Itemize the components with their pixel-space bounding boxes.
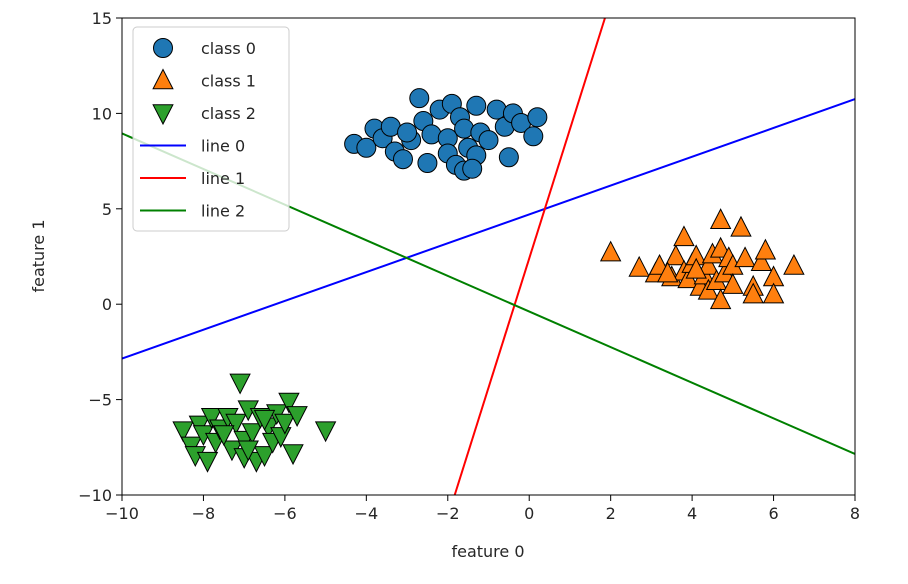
class-1-point — [754, 238, 777, 260]
class-1-point — [673, 225, 695, 247]
y-tick-label: 0 — [102, 295, 112, 314]
x-tick-label: −6 — [273, 504, 297, 523]
class-1-point — [730, 215, 752, 237]
y-axis-title: feature 1 — [29, 219, 48, 292]
legend-line-2-label: line 2 — [201, 202, 245, 221]
class-1-point — [697, 253, 720, 275]
class-1-point — [665, 244, 687, 266]
class-2-point — [200, 408, 223, 429]
class-0-point — [417, 153, 438, 174]
class-2-point — [314, 421, 337, 443]
class-2-point — [286, 406, 308, 427]
class-0-point — [392, 149, 413, 170]
class-1-point — [783, 253, 805, 275]
class-0-point — [527, 107, 548, 128]
x-tick-label: 4 — [687, 504, 697, 523]
class-2-point — [196, 451, 219, 473]
x-tick-label: −8 — [192, 504, 216, 523]
class-2-point — [253, 409, 276, 431]
class-1-point — [750, 250, 773, 271]
x-axis-title: feature 0 — [451, 542, 524, 561]
class-1-point — [709, 288, 732, 310]
legend-box — [132, 26, 290, 232]
class-1-point — [685, 257, 707, 279]
class-1-point — [709, 236, 732, 258]
class-0-point — [409, 88, 430, 109]
class-1-point — [722, 273, 744, 294]
plot-frame — [121, 17, 856, 496]
class-0-point — [462, 158, 483, 179]
class-0-point — [498, 147, 519, 168]
legend-class-0-marker — [153, 38, 173, 58]
class-0-point — [478, 130, 499, 151]
class-2-point — [282, 444, 304, 466]
x-tick-label: 8 — [850, 504, 860, 523]
y-tick-label: 15 — [92, 9, 112, 28]
legend-class-0-label: class 0 — [201, 39, 256, 58]
class-2-point — [172, 421, 194, 443]
class-0-point — [486, 99, 507, 120]
y-tick-label: 10 — [92, 104, 112, 123]
class-0-point — [454, 118, 475, 139]
x-tick-label: −4 — [355, 504, 379, 523]
class-2-point — [225, 413, 247, 435]
class-0-point — [356, 137, 377, 158]
legend-class-2-label: class 2 — [201, 104, 256, 123]
points-layer — [172, 88, 805, 473]
class-0-point — [523, 126, 544, 147]
x-tick-label: 2 — [606, 504, 616, 523]
legend-class-1-label: class 1 — [201, 72, 256, 91]
class-1-point — [709, 208, 732, 229]
y-tick-label: 5 — [102, 200, 112, 219]
x-tick-label: 6 — [768, 504, 778, 523]
class-0-point — [421, 124, 442, 145]
legend-class-1-marker — [152, 68, 174, 90]
class-2-point — [241, 423, 264, 445]
legend-line-1-label: line 1 — [201, 169, 245, 188]
x-tick-label: −2 — [436, 504, 460, 523]
legend-line-0-label: line 0 — [201, 137, 245, 156]
y-tick-label: −10 — [78, 486, 112, 505]
class-1-point — [599, 240, 622, 262]
class-2-point — [237, 440, 259, 462]
class-1-point — [628, 255, 650, 277]
class-0-point — [466, 95, 487, 116]
x-tick-label: 0 — [524, 504, 534, 523]
class-0-point — [397, 122, 418, 143]
y-tick-label: −5 — [88, 391, 112, 410]
line-1-series-line — [453, 18, 606, 495]
class-2-point — [213, 425, 235, 447]
class-2-point — [229, 373, 251, 395]
x-axis-ticks: −10 −8 −6 −4 −2 0 2 4 6 8 — [105, 495, 860, 523]
class-1-point — [734, 246, 756, 268]
class-2-point — [274, 413, 296, 435]
class-2-point — [253, 446, 276, 468]
legend-class-2-marker — [152, 104, 174, 126]
x-tick-label: −10 — [105, 504, 139, 523]
line-0-series-line — [122, 98, 855, 360]
class-2-point — [278, 392, 300, 414]
y-axis-ticks: −10 −5 0 5 10 15 — [78, 9, 122, 505]
legend: class 0 class 1 class 2 line 0 line 1 line 2 — [132, 26, 290, 232]
class-1-point — [742, 282, 764, 304]
class-1-point — [656, 261, 679, 283]
class-1-point — [762, 282, 785, 304]
